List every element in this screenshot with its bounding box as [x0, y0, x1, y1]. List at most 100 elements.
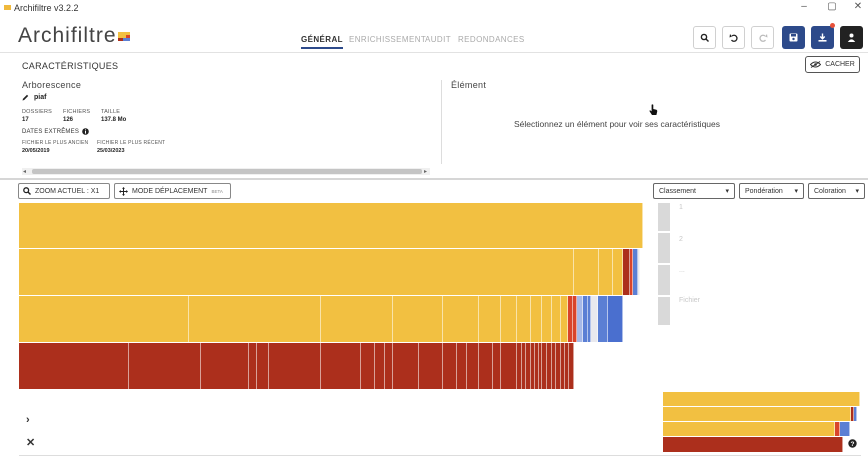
- icicle-node[interactable]: [269, 343, 321, 389]
- tab-enrichment[interactable]: ENRICHISSEMENT: [349, 35, 427, 44]
- icicle-node[interactable]: [623, 249, 630, 295]
- icicle-node[interactable]: [598, 296, 608, 342]
- icicle-node[interactable]: [257, 343, 269, 389]
- hide-button[interactable]: CACHER: [805, 56, 860, 73]
- maximize-button[interactable]: ▢: [827, 1, 837, 12]
- icicle-node[interactable]: [613, 249, 623, 295]
- minimize-button[interactable]: –: [801, 1, 807, 12]
- export-button[interactable]: [811, 26, 834, 49]
- icicle-node[interactable]: [19, 296, 189, 342]
- icicle-node[interactable]: [561, 296, 568, 342]
- icicle-node[interactable]: [565, 343, 569, 389]
- logo-mark-icon: [118, 32, 130, 41]
- icicle-node[interactable]: [569, 343, 574, 389]
- expand-panel-icon[interactable]: ›: [26, 414, 30, 426]
- tree-title: Arborescence: [22, 80, 82, 90]
- icicle-node[interactable]: [535, 343, 539, 389]
- icicle-node[interactable]: [375, 343, 385, 389]
- icicle-node[interactable]: [630, 249, 633, 295]
- zoom-label: ZOOM ACTUEL : X1: [35, 187, 100, 195]
- move-mode-button[interactable]: MODE DÉPLACEMENT BETA: [114, 183, 231, 199]
- icicle-node[interactable]: [638, 249, 640, 295]
- icicle-node[interactable]: [517, 296, 531, 342]
- minimap-node: [851, 407, 854, 421]
- icicle-node[interactable]: [568, 296, 573, 342]
- icicle-node[interactable]: [539, 343, 542, 389]
- icicle-node[interactable]: [19, 249, 574, 295]
- icicle-node[interactable]: [19, 203, 643, 248]
- icicle-node[interactable]: [583, 296, 588, 342]
- redo-button[interactable]: [751, 26, 774, 49]
- weight-select[interactable]: Pondération ▾: [739, 183, 804, 199]
- sort-select[interactable]: Classement ▾: [653, 183, 735, 199]
- icicle-node[interactable]: [531, 343, 535, 389]
- info-icon[interactable]: [82, 128, 89, 135]
- icicle-node[interactable]: [542, 343, 547, 389]
- move-mode-label: MODE DÉPLACEMENT: [132, 187, 208, 195]
- icicle-node[interactable]: [361, 343, 375, 389]
- icicle-node[interactable]: [599, 249, 613, 295]
- pencil-icon[interactable]: [22, 94, 29, 101]
- icicle-node[interactable]: [493, 343, 501, 389]
- tab-redundancies[interactable]: REDONDANCES: [458, 35, 525, 44]
- help-icon[interactable]: ?: [848, 439, 857, 448]
- icicle-node[interactable]: [531, 296, 542, 342]
- icicle-node[interactable]: [577, 296, 583, 342]
- icicle-node[interactable]: [591, 296, 598, 342]
- level-bar: [658, 265, 670, 295]
- color-select[interactable]: Coloration ▾: [808, 183, 865, 199]
- undo-button[interactable]: [722, 26, 745, 49]
- icicle-node[interactable]: [522, 343, 526, 389]
- scroll-right-icon[interactable]: ▸: [424, 169, 428, 175]
- icicle-node[interactable]: [385, 343, 393, 389]
- tab-general[interactable]: GÉNÉRAL: [301, 35, 343, 49]
- icicle-node[interactable]: [249, 343, 257, 389]
- scrollbar-thumb[interactable]: [32, 169, 422, 174]
- icicle-node[interactable]: [443, 296, 479, 342]
- icicle-node[interactable]: [457, 343, 467, 389]
- icicle-node[interactable]: [501, 343, 517, 389]
- icicle-node[interactable]: [419, 343, 443, 389]
- icicle-node[interactable]: [129, 343, 201, 389]
- icicle-node[interactable]: [321, 296, 393, 342]
- beta-badge: BETA: [211, 188, 223, 194]
- icicle-chart[interactable]: [19, 203, 645, 389]
- icicle-node[interactable]: [608, 296, 623, 342]
- user-button[interactable]: [840, 26, 863, 49]
- minimap-node: [835, 422, 840, 436]
- window-title: Archifiltre v3.2.2: [14, 3, 79, 13]
- tab-audit[interactable]: AUDIT: [425, 35, 451, 44]
- icicle-node[interactable]: [588, 296, 591, 342]
- scroll-left-icon[interactable]: ◂: [23, 169, 27, 175]
- icicle-node[interactable]: [526, 343, 531, 389]
- icicle-node[interactable]: [479, 343, 493, 389]
- search-button[interactable]: [693, 26, 716, 49]
- minimap[interactable]: [663, 392, 860, 452]
- icicle-node[interactable]: [542, 296, 552, 342]
- save-button[interactable]: [782, 26, 805, 49]
- icicle-node[interactable]: [556, 343, 561, 389]
- icicle-node[interactable]: [574, 249, 599, 295]
- icicle-node[interactable]: [321, 343, 361, 389]
- close-button[interactable]: ✕: [853, 1, 863, 12]
- icicle-node[interactable]: [393, 296, 443, 342]
- icicle-node[interactable]: [573, 296, 577, 342]
- icicle-node[interactable]: [467, 343, 479, 389]
- icicle-node[interactable]: [443, 343, 457, 389]
- icicle-node[interactable]: [479, 296, 501, 342]
- icicle-node[interactable]: [189, 296, 321, 342]
- icicle-node[interactable]: [517, 343, 522, 389]
- icicle-node[interactable]: [552, 296, 561, 342]
- icicle-node[interactable]: [561, 343, 565, 389]
- close-panel-icon[interactable]: ✕: [26, 437, 36, 449]
- icicle-node[interactable]: [633, 249, 638, 295]
- icicle-node[interactable]: [393, 343, 419, 389]
- icicle-node[interactable]: [201, 343, 249, 389]
- icicle-node[interactable]: [547, 343, 552, 389]
- folder-name-row: piaf: [22, 94, 46, 101]
- icicle-node[interactable]: [552, 343, 556, 389]
- icicle-node[interactable]: [501, 296, 517, 342]
- zoom-button[interactable]: ZOOM ACTUEL : X1: [18, 183, 110, 199]
- icicle-node[interactable]: [19, 343, 129, 389]
- panel-divider: [441, 80, 442, 164]
